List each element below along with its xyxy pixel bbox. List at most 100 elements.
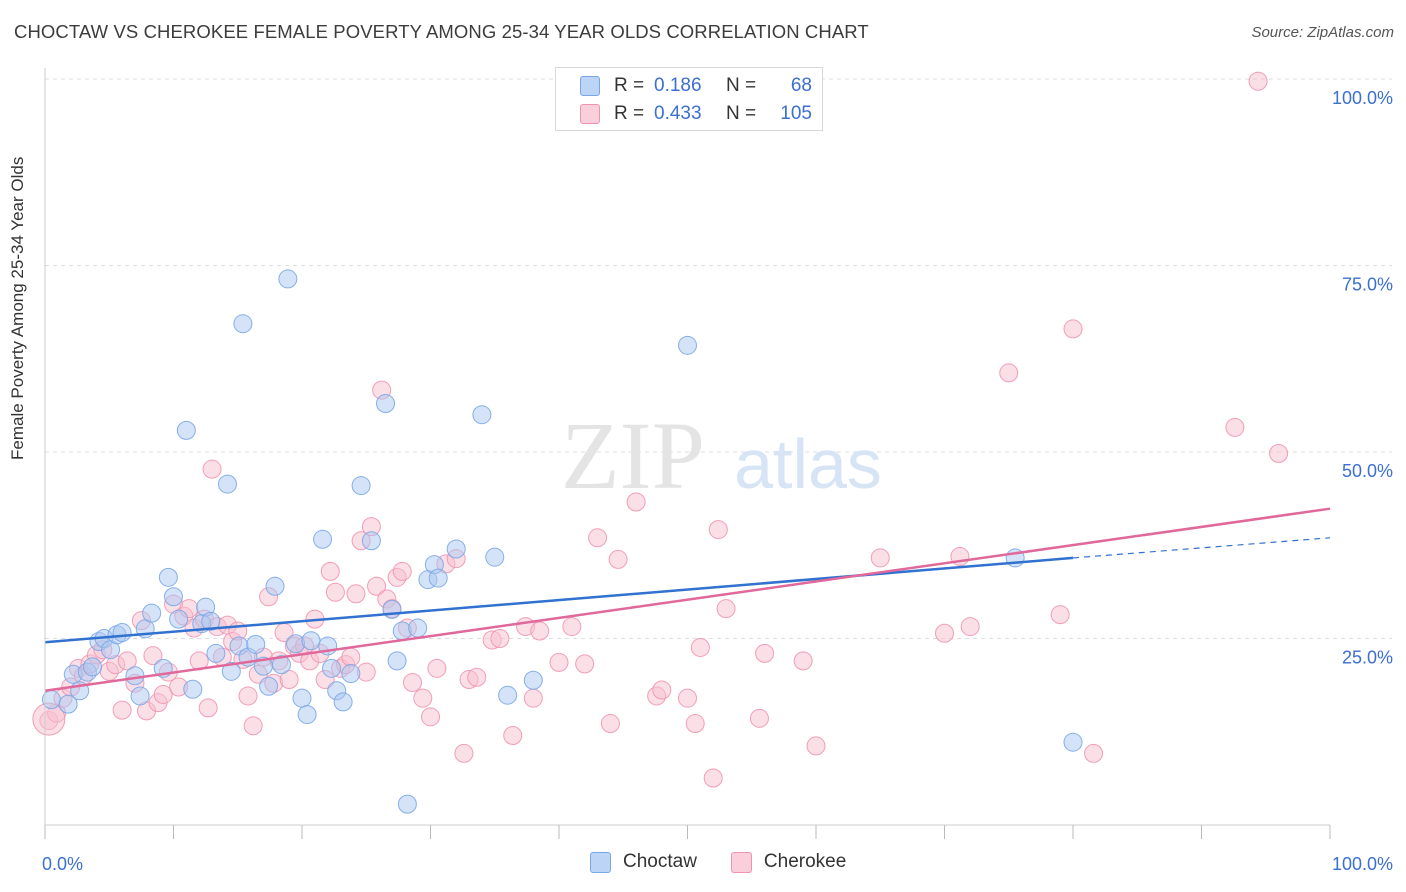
choctaw-point (351, 476, 371, 496)
cherokee-point (153, 684, 173, 704)
cherokee-point (1269, 443, 1289, 463)
choctaw-point (376, 394, 396, 414)
stats-legend: R = 0.186 N = 68 R = 0.433 N = 105 (555, 67, 823, 131)
cherokee-point (716, 599, 736, 619)
cherokee-point (575, 654, 595, 674)
cherokee-point (1063, 319, 1083, 339)
choctaw-point (164, 587, 183, 607)
cherokee-point (1248, 71, 1268, 91)
choctaw-point (333, 692, 353, 712)
legend-r-value: 0.186 (654, 75, 702, 96)
choctaw-point (183, 679, 203, 699)
cherokee-point (793, 651, 813, 671)
choctaw-point (286, 634, 306, 654)
choctaw-point (158, 567, 178, 587)
legend-n-label: N = (726, 103, 757, 124)
choctaw-point (472, 405, 492, 425)
x-tick-label: 0.0% (42, 854, 83, 874)
legend-r-label: R = (614, 75, 645, 96)
cherokee-point (588, 528, 608, 548)
choctaw-point (408, 618, 428, 638)
cherokee-point (243, 716, 263, 736)
choctaw-point (341, 664, 361, 684)
series-legend-choctaw: Choctaw (590, 851, 697, 873)
cherokee-point (1084, 743, 1104, 763)
choctaw-point (361, 531, 381, 551)
choctaw-point (221, 661, 241, 681)
grid-layer (45, 78, 1392, 639)
cherokee-point (806, 736, 826, 756)
choctaw-point (387, 651, 407, 671)
series-legend-cherokee: Cherokee (730, 851, 846, 873)
choctaw-point (246, 634, 266, 654)
cherokee-point (467, 667, 487, 687)
choctaw-point (125, 666, 145, 686)
choctaw-trend-extension (1072, 537, 1331, 559)
choctaw-point (292, 688, 312, 708)
choctaw-point (112, 623, 132, 643)
choctaw-point (297, 705, 317, 725)
cherokee-point (755, 643, 775, 663)
legend-swatch-choctaw (580, 76, 600, 96)
cherokee-trend-line (44, 507, 1331, 692)
choctaw-point (446, 539, 466, 559)
choctaw-point (382, 599, 402, 619)
cherokee-point (325, 582, 345, 602)
choctaw-point (130, 686, 150, 706)
cherokee-point (708, 520, 728, 540)
series-legend: Choctaw Cherokee (590, 851, 880, 873)
choctaw-point (176, 420, 196, 440)
cherokee-point (341, 647, 361, 667)
cherokee-point (652, 680, 672, 700)
cherokee-point (685, 714, 705, 734)
legend-n-value: 68 (790, 75, 812, 96)
choctaw-point (392, 621, 412, 641)
y-axis-title: Female Poverty Among 25-34 Year Olds (8, 156, 27, 460)
cherokee-point (367, 576, 387, 596)
cherokee-point (523, 688, 543, 708)
cherokee-point (490, 629, 510, 648)
cherokee-point (690, 637, 710, 657)
cherokee-point (960, 617, 980, 637)
watermark-atlas: atlas (734, 425, 882, 503)
cherokee-point (202, 459, 222, 479)
choctaw-point (301, 631, 321, 651)
choctaw-point (523, 670, 543, 690)
axis-layer: 25.0% 50.0% 75.0% 100.0% 0.0% 100.0% (42, 68, 1393, 874)
cherokee-point (530, 621, 550, 641)
cherokee-point (626, 492, 646, 512)
cherokee-point (143, 646, 163, 666)
choctaw-point (58, 694, 78, 714)
cherokee-point (678, 688, 697, 708)
choctaw-point (428, 568, 448, 588)
legend-n-value: 105 (780, 103, 812, 124)
cherokee-point (454, 743, 474, 763)
cherokee-point (320, 561, 340, 581)
watermark: ZIP atlas (561, 402, 882, 509)
choctaw-point (206, 643, 226, 663)
cherokee-point (600, 714, 620, 734)
choctaw-point (313, 529, 333, 549)
cherokee-point (503, 725, 523, 745)
cherokee-point (427, 658, 447, 678)
choctaw-point (217, 474, 237, 494)
choctaw-point (278, 269, 298, 289)
legend-r-value: 0.433 (654, 103, 702, 124)
cherokee-point (549, 652, 569, 672)
choctaw-trend-line (44, 556, 1074, 644)
choctaw-point (322, 658, 342, 678)
cherokee-point (1225, 417, 1245, 437)
choctaw-point (498, 685, 518, 705)
cherokee-point (413, 688, 433, 708)
choctaw-point (169, 609, 189, 629)
series-label-choctaw: Choctaw (623, 851, 697, 872)
choctaw-point (265, 576, 285, 596)
cherokee-point (198, 698, 218, 718)
y-tick-label: 100.0% (1332, 88, 1393, 108)
series-swatch-cherokee (730, 851, 752, 873)
choctaw-point (271, 655, 291, 675)
cherokee-point (346, 584, 366, 604)
cherokee-point (279, 670, 299, 690)
cherokee-point (999, 363, 1019, 383)
